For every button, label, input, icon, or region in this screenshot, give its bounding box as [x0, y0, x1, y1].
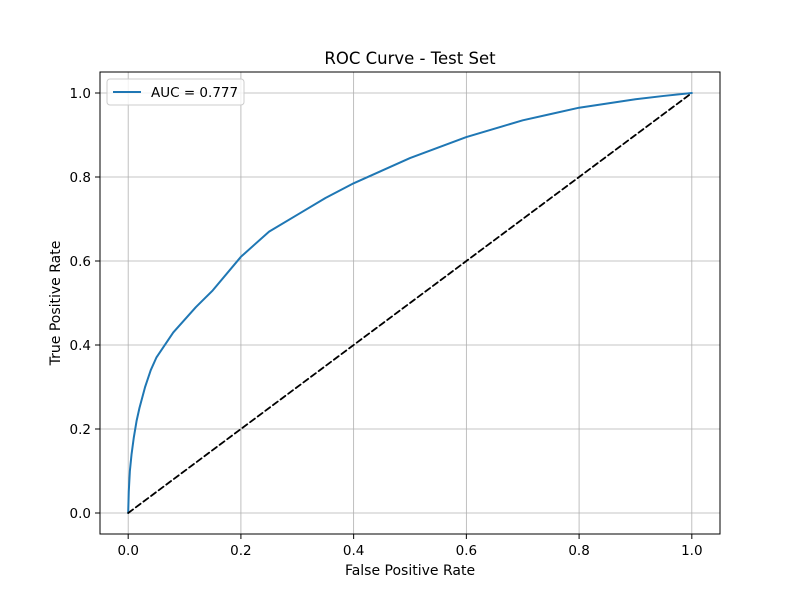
tick-layer: 0.0 0.2 0.4 0.6 0.8 1.0 0.0 0.2 0.4 0.6 0.8 1.0	[70, 86, 703, 559]
chart-title: ROC Curve - Test Set	[324, 49, 496, 68]
x-tick-label: 0.4	[343, 543, 364, 559]
roc-curve-line	[127, 92, 693, 514]
x-axis-label: False Positive Rate	[345, 563, 475, 579]
legend: AUC = 0.777	[106, 78, 245, 106]
y-tick-label: 0.8	[70, 170, 91, 186]
y-tick-label: 1.0	[70, 86, 91, 102]
y-tick-label: 0.2	[70, 422, 91, 438]
y-tick-label: 0.4	[70, 338, 91, 354]
y-tick-label: 0.0	[70, 506, 91, 522]
y-tick-label: 0.6	[70, 254, 91, 270]
x-tick-label: 0.8	[568, 543, 589, 559]
plot-frame	[99, 71, 721, 535]
legend-box	[106, 78, 245, 106]
x-tick-label: 0.2	[230, 543, 251, 559]
y-axis-label: True Positive Rate	[48, 241, 64, 367]
x-tick-label: 0.6	[456, 543, 477, 559]
grid-layer	[100, 72, 720, 534]
x-tick-label: 1.0	[681, 543, 702, 559]
x-tick-label: 0.0	[117, 543, 138, 559]
chance-diagonal-line	[127, 92, 693, 514]
legend-label: AUC = 0.777	[151, 85, 238, 101]
series-layer	[127, 92, 693, 514]
